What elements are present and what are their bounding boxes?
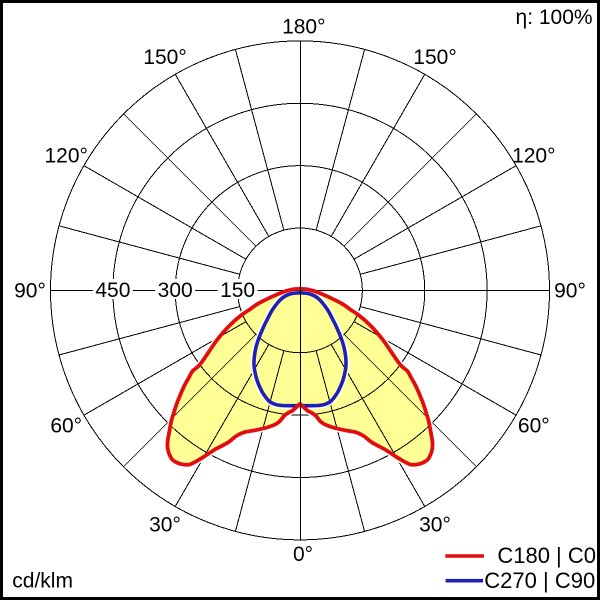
svg-text:30°: 30°: [419, 513, 451, 536]
svg-text:0°: 0°: [293, 543, 313, 566]
svg-text:90°: 90°: [14, 280, 46, 303]
svg-text:300: 300: [158, 279, 193, 302]
svg-text:90°: 90°: [554, 280, 586, 303]
svg-text:150: 150: [220, 279, 255, 302]
svg-text:150°: 150°: [143, 46, 186, 69]
svg-text:120°: 120°: [44, 145, 87, 168]
svg-text:30°: 30°: [149, 513, 181, 536]
svg-text:C180 | C0: C180 | C0: [497, 543, 596, 568]
svg-text:180°: 180°: [282, 16, 325, 39]
svg-text:C270 | C90: C270 | C90: [484, 568, 595, 593]
svg-text:η: 100%: η: 100%: [516, 6, 593, 29]
svg-text:120°: 120°: [512, 145, 555, 168]
svg-text:cd/klm: cd/klm: [12, 569, 73, 592]
svg-text:150°: 150°: [413, 46, 456, 69]
svg-text:60°: 60°: [50, 415, 82, 438]
svg-text:60°: 60°: [518, 415, 550, 438]
svg-text:450: 450: [95, 279, 130, 302]
